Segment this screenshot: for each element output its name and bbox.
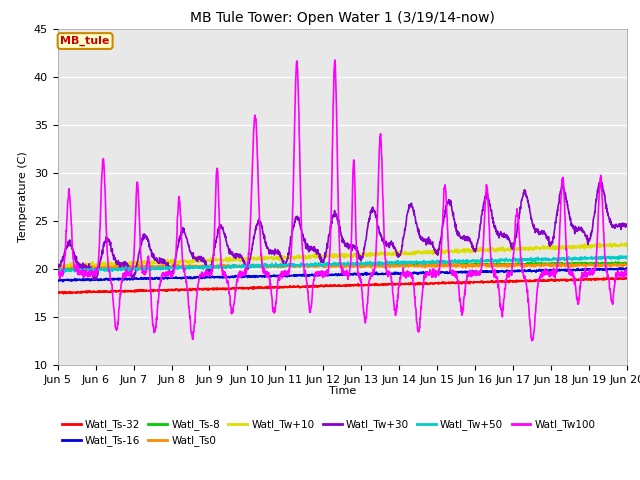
Legend: Watl_Ts-32, Watl_Ts-16, Watl_Ts-8, Watl_Ts0, Watl_Tw+10, Watl_Tw+30, Watl_Tw+50,: Watl_Ts-32, Watl_Ts-16, Watl_Ts-8, Watl_…	[58, 415, 600, 451]
Title: MB Tule Tower: Open Water 1 (3/19/14-now): MB Tule Tower: Open Water 1 (3/19/14-now…	[190, 11, 495, 25]
Text: MB_tule: MB_tule	[60, 36, 110, 46]
Y-axis label: Temperature (C): Temperature (C)	[18, 151, 28, 242]
X-axis label: Time: Time	[329, 386, 356, 396]
